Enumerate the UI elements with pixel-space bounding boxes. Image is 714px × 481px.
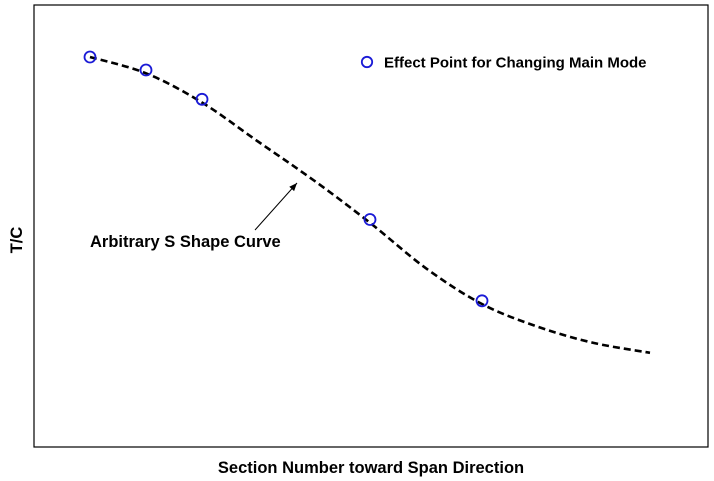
annotation-arrow [254, 182, 298, 231]
points-layer [83, 50, 489, 308]
data-point [139, 63, 153, 77]
legend-marker [360, 55, 374, 69]
legend-label: Effect Point for Changing Main Mode [384, 55, 647, 72]
annotation-layer: Arbitrary S Shape Curve [90, 182, 298, 251]
data-point [83, 50, 97, 64]
legend: Effect Point for Changing Main Mode [360, 55, 647, 72]
curve-layer [89, 55, 651, 355]
x-axis-label: Section Number toward Span Direction [218, 459, 524, 477]
plot-area-frame [33, 4, 709, 448]
data-point [195, 92, 209, 106]
curve-annotation-label: Arbitrary S Shape Curve [90, 233, 281, 251]
y-axis-label: T/C [8, 227, 26, 254]
data-point [475, 294, 489, 308]
data-point [363, 213, 377, 226]
annotation-arrow-head [289, 183, 297, 192]
curve-line [89, 55, 651, 355]
